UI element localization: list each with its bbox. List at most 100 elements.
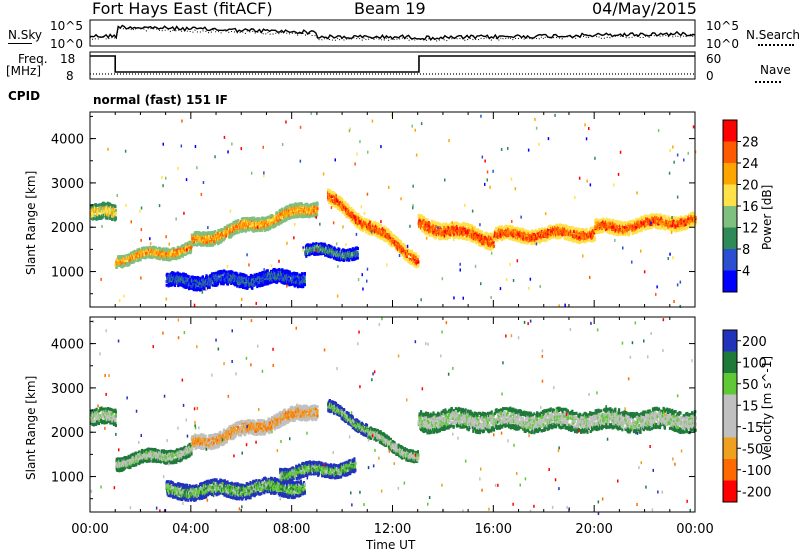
power-cell (310, 206, 313, 210)
power-cell (180, 251, 183, 255)
power-cell (314, 213, 317, 217)
power-cell (341, 204, 344, 208)
power-cell (184, 252, 188, 256)
power-cell (344, 207, 347, 211)
power-cell (301, 272, 304, 276)
power-cell (167, 258, 171, 262)
power-cell (144, 253, 147, 257)
power-cell (189, 249, 193, 253)
power-cell (206, 241, 209, 245)
nave-bottom-tick: 0 (706, 69, 714, 83)
power-cell (217, 231, 220, 235)
power-cell (196, 242, 199, 246)
power-cell (343, 210, 346, 214)
power-cell (294, 207, 298, 211)
power-cell (186, 251, 189, 255)
power-cell (422, 215, 425, 219)
freq-unit: [MHz] (6, 64, 42, 78)
power-cell (276, 212, 279, 216)
power-cell (142, 246, 145, 250)
power-cell (114, 217, 117, 221)
power-cell (194, 237, 197, 241)
power-cell (267, 215, 270, 219)
power-cell (257, 224, 260, 228)
power-cell (268, 218, 271, 222)
power-cell (314, 203, 317, 207)
power-cell (253, 217, 256, 220)
power-cell (191, 239, 194, 243)
power-cell (428, 222, 431, 225)
power-cell (124, 262, 127, 266)
power-cell (121, 265, 124, 269)
power-cell (336, 199, 339, 203)
power-cell (251, 216, 254, 220)
power-cell (306, 204, 309, 208)
power-cell (104, 209, 107, 213)
power-cell (261, 228, 264, 232)
power-cell (279, 217, 282, 221)
freq-bottom-tick: 8 (66, 69, 74, 83)
power-cell (287, 212, 290, 216)
power-cell (260, 219, 263, 223)
power-cell (352, 209, 355, 212)
freq-panel (89, 51, 696, 80)
power-cell (288, 216, 291, 220)
power-cell (138, 247, 141, 251)
power-cell (158, 253, 161, 257)
power-cell (92, 213, 95, 216)
power-cell (160, 250, 163, 254)
power-cell (245, 221, 248, 225)
power-cell (353, 216, 356, 219)
power-cell (213, 242, 216, 246)
power-cell (347, 204, 350, 208)
power-cell (346, 203, 349, 207)
power-cell (207, 231, 210, 235)
power-cell (316, 203, 319, 207)
power-cell (101, 203, 105, 207)
power-cell (304, 209, 307, 213)
power-cell (256, 220, 259, 224)
power-cell (198, 239, 201, 243)
power-cell (94, 214, 97, 218)
power-cell (297, 215, 300, 219)
power-cell (244, 217, 247, 221)
power-cell (258, 226, 261, 230)
power-cell (106, 213, 109, 217)
power-cell (328, 198, 331, 202)
power-cell (192, 243, 195, 247)
power-cell (162, 247, 165, 251)
nsearch-dots (758, 44, 794, 46)
freq-top-tick: 18 (60, 52, 76, 66)
power-cell (334, 204, 337, 208)
power-cell (256, 217, 259, 220)
power-cell (253, 219, 256, 222)
power-cell (293, 214, 296, 218)
power-cell (356, 252, 359, 256)
power-cell (377, 225, 380, 229)
power-cell (210, 241, 213, 244)
power-cell (234, 224, 237, 228)
power-cell (165, 283, 168, 287)
power-cell (100, 206, 103, 210)
power-cell (95, 207, 98, 211)
power-cell (109, 203, 112, 207)
power-cell (295, 215, 298, 219)
power-cell (134, 258, 138, 262)
power-cell (147, 248, 150, 252)
power-cell (96, 217, 99, 221)
power-cell (417, 260, 420, 264)
power-cell (283, 219, 287, 223)
power-cell (422, 218, 425, 222)
power-cell (156, 247, 159, 251)
power-cell (303, 279, 306, 283)
power-cell (173, 247, 176, 251)
power-cell (336, 202, 339, 206)
power-cell (181, 246, 184, 250)
power-cell (122, 254, 125, 258)
power-cell (239, 228, 242, 232)
power-cell (228, 232, 232, 236)
nsky-bottom-tick: 10^0 (50, 37, 83, 51)
power-cell (201, 236, 204, 240)
power-cell (214, 230, 217, 233)
